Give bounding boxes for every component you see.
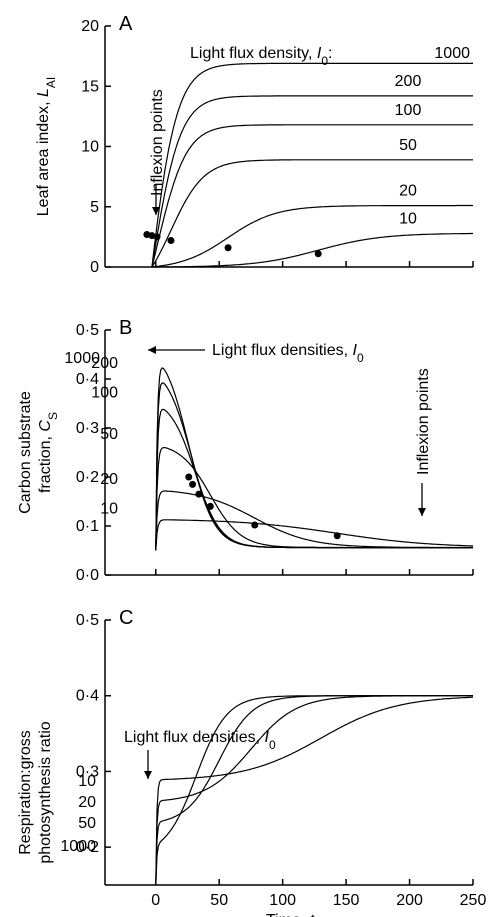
y-axis-label-line1: Respiration:gross xyxy=(17,730,34,855)
series-label: 20 xyxy=(399,183,417,200)
y-tick-label: 10 xyxy=(81,139,99,156)
y-tick-label: 0·3 xyxy=(76,420,99,437)
x-tick-label: 150 xyxy=(333,892,360,909)
inflexion-point xyxy=(333,532,341,540)
inflexion-point xyxy=(251,521,259,529)
light-flux-arrow-head xyxy=(148,346,156,354)
x-axis-label: Time, t (d) xyxy=(266,912,332,917)
series-line xyxy=(155,490,473,551)
series-line xyxy=(155,695,473,886)
y-tick-label: 0·1 xyxy=(76,518,99,535)
inflexion-arrow-head xyxy=(418,508,426,516)
y-axis-label-line2-part: fraction, xyxy=(37,432,54,493)
x-axis-label-part: t xyxy=(310,912,315,917)
inflexion-annotation: Inflexion points xyxy=(149,89,166,196)
series-label: 1000 xyxy=(64,350,100,367)
light-flux-annotation-part: I xyxy=(353,342,358,359)
y-tick-label: 0·0 xyxy=(76,567,99,584)
legend-title-part: Light flux density, xyxy=(190,45,317,62)
series-label: 10 xyxy=(399,211,417,228)
series-label: 1000 xyxy=(60,838,96,855)
inflexion-point xyxy=(189,480,197,488)
light-flux-annotation-part: Light flux densities, xyxy=(124,729,265,746)
series-line xyxy=(155,695,473,886)
y-tick-label: 15 xyxy=(81,78,99,95)
y-axis-label-line2: fraction, CS xyxy=(37,412,60,493)
inflexion-point xyxy=(167,236,175,244)
legend-title-part: 0 xyxy=(321,54,328,68)
inflexion-point xyxy=(195,490,203,498)
x-tick-label: 250 xyxy=(460,892,487,909)
series-line xyxy=(151,204,473,268)
legend-title-part: : xyxy=(328,45,332,62)
series-line xyxy=(155,696,474,886)
y-axis-label-part: Leaf area index, xyxy=(35,97,52,216)
light-flux-annotation-part: Light flux densities, xyxy=(212,342,353,359)
inflexion-point xyxy=(206,502,214,510)
panel-letter: C xyxy=(119,607,133,629)
light-flux-annotation: Light flux densities, I0 xyxy=(212,342,364,365)
inflexion-point xyxy=(224,244,232,252)
series-line xyxy=(152,232,473,268)
y-tick-label: 0·4 xyxy=(76,371,99,388)
light-flux-annotation-part: 0 xyxy=(269,738,276,752)
y-tick-label: 0·4 xyxy=(76,688,99,705)
series-line xyxy=(151,124,473,268)
panel-b: 0·0 0·1 0·2 0·3 0·4 0·5 B Carbon substrate fract… xyxy=(17,317,474,584)
y-tick-label: 0·5 xyxy=(76,612,99,629)
y-tick-label: 0·2 xyxy=(76,469,99,486)
y-axis-label-line2-part: C xyxy=(37,420,54,432)
x-axis-label-part: Time, xyxy=(266,912,310,917)
y-axis-label-line2: photosynthesis ratio xyxy=(37,721,54,863)
series-line xyxy=(155,519,473,551)
panel-letter: B xyxy=(119,317,132,339)
series-label: 200 xyxy=(91,355,118,372)
y-axis-label: Leaf area index, LAI xyxy=(35,77,58,216)
series-label: 200 xyxy=(395,73,422,90)
legend-title-part: I xyxy=(317,45,322,62)
series-label: 100 xyxy=(91,385,118,402)
y-tick-label: 20 xyxy=(81,18,99,35)
inflexion-arrow-head xyxy=(152,207,160,215)
light-flux-annotation: Light flux densities, I0 xyxy=(124,729,276,752)
light-flux-annotation-part: 0 xyxy=(357,351,364,365)
y-axis-label-part: L xyxy=(35,88,52,97)
series-label: 50 xyxy=(100,426,118,443)
y-tick-label: 0·3 xyxy=(76,763,99,780)
series-label: 50 xyxy=(399,137,417,154)
series-label: 20 xyxy=(78,794,96,811)
y-tick-label: 0 xyxy=(90,259,99,276)
panel-c: 0·2 0·3 0·4 0·5 C Respiration:gross photosynth… xyxy=(17,607,486,917)
light-flux-arrow-head xyxy=(144,771,152,779)
x-tick-label: 0 xyxy=(151,892,160,909)
series-label: 10 xyxy=(100,501,118,518)
legend-title: Light flux density, I0: xyxy=(190,45,332,68)
series-line xyxy=(151,62,473,268)
x-tick-label: 100 xyxy=(269,892,296,909)
inflexion-point xyxy=(153,233,161,241)
series-line xyxy=(151,159,473,268)
x-tick-label: 200 xyxy=(396,892,423,909)
x-tick-label: 50 xyxy=(210,892,228,909)
inflexion-annotation: Inflexion points xyxy=(415,368,432,475)
series-label: 100 xyxy=(395,102,422,119)
panel-letter: A xyxy=(119,13,133,35)
y-tick-label: 0·5 xyxy=(76,322,99,339)
series-label: 1000 xyxy=(434,45,470,62)
series-label: 50 xyxy=(78,815,96,832)
y-tick-label: 0·2 xyxy=(76,839,99,856)
y-tick-label: 5 xyxy=(90,199,99,216)
inflexion-point xyxy=(185,473,193,481)
y-axis-label-line1: Carbon substrate xyxy=(17,391,34,514)
inflexion-point xyxy=(314,250,322,258)
series-label: 20 xyxy=(100,471,118,488)
series-line xyxy=(151,95,473,268)
series-label: 10 xyxy=(78,773,96,790)
y-axis-label-line2-part: S xyxy=(46,412,60,420)
light-flux-annotation-part: I xyxy=(265,729,270,746)
y-axis-label-part: AI xyxy=(44,77,58,88)
